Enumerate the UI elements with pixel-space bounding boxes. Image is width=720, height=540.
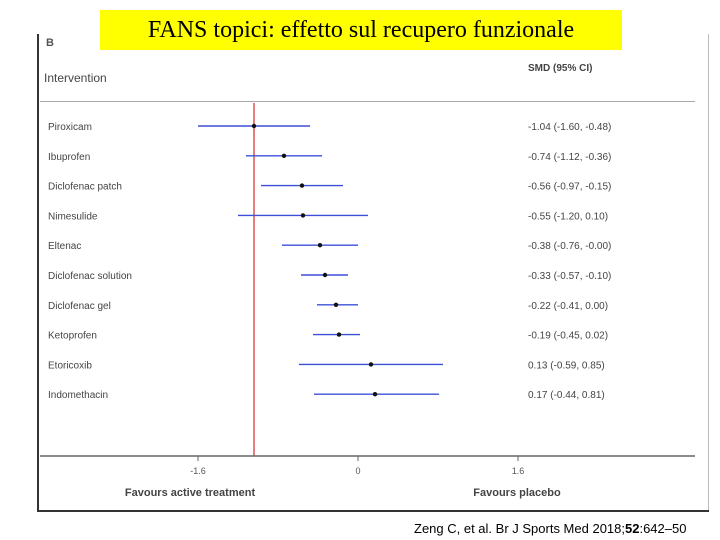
row-label: Eltenac	[48, 241, 81, 252]
forest-row: Etoricoxib 0.13 (-0.59, 0.85)	[48, 360, 605, 371]
ci-value: -0.56 (-0.97, -0.15)	[528, 182, 611, 193]
row-label: Diclofenac patch	[48, 182, 122, 193]
forest-row: Eltenac -0.38 (-0.76, -0.00)	[48, 241, 611, 252]
point-estimate	[317, 243, 323, 248]
ci-value: -0.38 (-0.76, -0.00)	[528, 241, 611, 252]
row-label: Diclofenac gel	[48, 301, 111, 312]
point-estimate	[322, 272, 328, 278]
ci-value: -1.04 (-1.60, -0.48)	[528, 122, 611, 133]
ci-value: -0.19 (-0.45, 0.02)	[528, 331, 608, 342]
forest-row: Diclofenac gel -0.22 (-0.41, 0.00)	[48, 301, 608, 312]
point-estimate	[300, 213, 306, 218]
row-label: Piroxicam	[48, 122, 92, 133]
point-estimate	[336, 332, 342, 337]
ci-value: 0.17 (-0.44, 0.81)	[528, 390, 605, 401]
row-label: Diclofenac solution	[48, 271, 132, 282]
row-label: Indomethacin	[48, 390, 108, 401]
citation: Zeng C, et al. Br J Sports Med 2018;52:6…	[414, 521, 686, 536]
point-estimate	[299, 183, 305, 188]
smd-ci-header: SMD (95% CI)	[528, 63, 593, 74]
favours-active-label: Favours active treatment	[125, 487, 256, 499]
ci-value: -0.74 (-1.12, -0.36)	[528, 152, 611, 163]
panel-letter: B	[46, 37, 54, 49]
figure-frame-right	[708, 34, 709, 512]
figure-frame-left	[37, 34, 39, 512]
citation-pages: :642–50	[639, 521, 687, 536]
row-label: Etoricoxib	[48, 360, 92, 371]
favours-placebo-label: Favours placebo	[473, 487, 561, 499]
ci-value: -0.22 (-0.41, 0.00)	[528, 301, 608, 312]
figure-frame-bottom	[37, 510, 709, 512]
ci-value: -0.55 (-1.20, 0.10)	[528, 211, 608, 222]
citation-text: Zeng C, et al. Br J Sports Med 2018;	[414, 521, 625, 536]
point-estimate	[372, 392, 378, 397]
forest-row: Indomethacin 0.17 (-0.44, 0.81)	[48, 390, 605, 401]
x-tick-label: -1.6	[190, 466, 206, 476]
forest-row: Ibuprofen -0.74 (-1.12, -0.36)	[48, 152, 611, 163]
forest-row: Ketoprofen -0.19 (-0.45, 0.02)	[48, 331, 608, 342]
citation-volume: 52	[625, 521, 640, 536]
point-estimate	[368, 362, 374, 367]
x-tick-label: 0	[355, 466, 360, 476]
point-estimate	[281, 153, 287, 158]
forest-row: Diclofenac patch -0.56 (-0.97, -0.15)	[48, 182, 611, 193]
forest-row: Diclofenac solution -0.33 (-0.57, -0.10)	[48, 271, 611, 282]
forest-row: Nimesulide -0.55 (-1.20, 0.10)	[48, 211, 608, 222]
row-label: Ketoprofen	[48, 331, 97, 342]
header-rule	[40, 101, 695, 102]
row-label: Ibuprofen	[48, 152, 90, 163]
ci-value: 0.13 (-0.59, 0.85)	[528, 360, 605, 371]
slide-title: FANS topici: effetto sul recupero funzio…	[100, 10, 622, 50]
ci-value: -0.33 (-0.57, -0.10)	[528, 271, 611, 282]
forest-row: Piroxicam -1.04 (-1.60, -0.48)	[48, 122, 611, 133]
intervention-header: Intervention	[44, 71, 107, 85]
x-tick-label: 1.6	[512, 466, 525, 476]
point-estimate	[251, 123, 257, 129]
row-label: Nimesulide	[48, 211, 98, 222]
point-estimate	[333, 302, 339, 307]
